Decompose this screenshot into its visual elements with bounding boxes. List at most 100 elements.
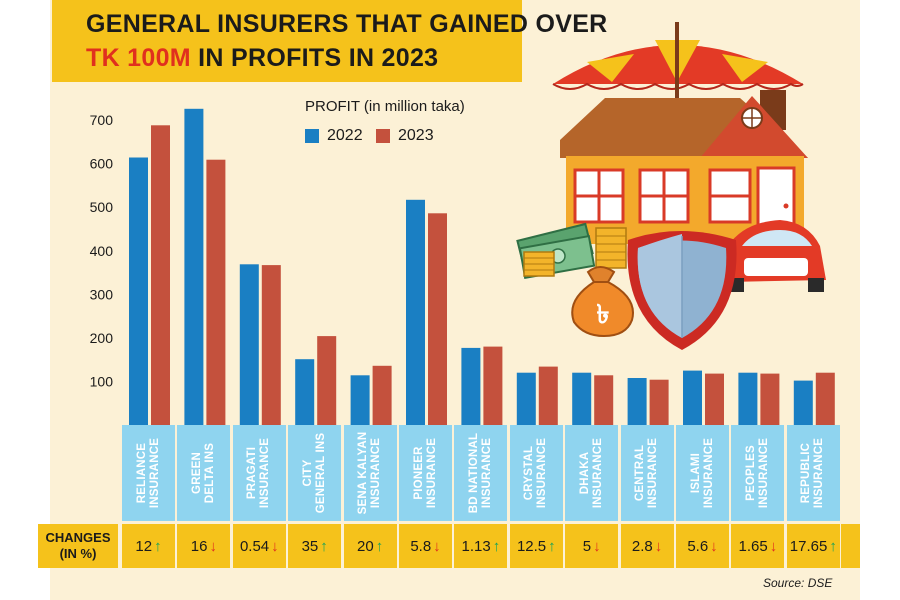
- category-cell: CENTRAL INSURANCE: [620, 425, 674, 521]
- category-label: RELIANCE INSURANCE: [136, 427, 162, 519]
- category-cell: ISLAMI INSURANCE: [676, 425, 729, 521]
- bar-2023-2: [261, 265, 281, 425]
- change-cell: 16 ↓: [177, 524, 231, 568]
- category-label-line: DHAKA: [578, 451, 591, 495]
- category-label-line: INSURANCE: [591, 437, 604, 509]
- insurance-illustration: ৳: [516, 22, 826, 350]
- category-label: CRYSTAL INSURANCE: [523, 427, 549, 519]
- bar-2022-3: [295, 359, 315, 425]
- change-cell: 5.6 ↓: [676, 524, 729, 568]
- bar-2023-12: [815, 372, 835, 425]
- category-label-line: INSURANCE: [259, 437, 272, 509]
- title-rest: IN PROFITS IN 2023: [190, 44, 439, 72]
- change-cell: 35 ↑: [288, 524, 342, 568]
- arrow-down-icon: ↓: [433, 537, 441, 555]
- legend-item-2023: 2023: [376, 127, 434, 145]
- arrow-down-icon: ↓: [209, 537, 217, 555]
- category-cell: PRAGATI INSURANCE: [232, 425, 286, 521]
- category-label: CENTRAL INSURANCE: [634, 427, 660, 519]
- category-label-line: INSURANCE: [370, 437, 383, 509]
- category-label-line: DELTA INS: [203, 442, 216, 504]
- category-cell: PIONEER INSURANCE: [399, 425, 452, 521]
- bar-2022-7: [516, 372, 536, 425]
- svg-text:৳: ৳: [597, 300, 610, 330]
- y-tick-label-300: 300: [90, 286, 114, 302]
- change-value: 5: [582, 537, 592, 555]
- bar-2023-5: [428, 213, 447, 425]
- category-cell: CRYSTAL INSURANCE: [509, 425, 563, 521]
- change-value: 5.6: [687, 537, 709, 555]
- change-value: 1.65: [738, 537, 768, 555]
- changes-label-line1: CHANGES: [45, 530, 111, 545]
- category-cell: PEOPLES INSURANCE: [731, 425, 785, 521]
- y-tick-label-500: 500: [90, 199, 114, 215]
- bar-2022-5: [406, 199, 425, 425]
- arrow-down-icon: ↓: [271, 537, 279, 555]
- bar-2023-0: [151, 125, 170, 426]
- change-value: 1.13: [461, 537, 491, 555]
- change-value: 2.8: [631, 537, 653, 555]
- changes-row-end: [841, 524, 860, 568]
- title-highlight: TK 100M: [86, 44, 191, 72]
- category-label: GREEN DELTA INS: [191, 427, 217, 519]
- coin-stack-icon: [523, 227, 627, 277]
- change-cell: 12.5 ↑: [509, 524, 563, 568]
- arrow-down-icon: ↓: [593, 537, 601, 555]
- category-cell: DHAKA INSURANCE: [565, 425, 619, 521]
- category-cell: CITY GENERAL INS: [288, 425, 342, 521]
- bar-2023-4: [372, 365, 392, 425]
- y-tick-label-600: 600: [90, 156, 114, 172]
- arrow-up-icon: ↑: [548, 537, 556, 555]
- bar-2023-6: [483, 346, 503, 425]
- category-label-line: INSURANCE: [480, 437, 493, 509]
- arrow-down-icon: ↓: [710, 537, 718, 555]
- category-label-line: CRYSTAL: [523, 445, 536, 501]
- shield-icon: [627, 231, 737, 350]
- bar-2022-8: [572, 372, 592, 425]
- arrow-up-icon: ↑: [375, 537, 384, 555]
- legend-label-2023: 2023: [398, 127, 434, 144]
- category-cell: GREEN DELTA INS: [177, 425, 231, 521]
- category-label-line: CENTRAL: [634, 444, 647, 502]
- category-label-line: INSURANCE: [425, 437, 438, 509]
- bar-2023-11: [760, 373, 780, 425]
- arrow-up-icon: ↑: [829, 537, 837, 555]
- change-cell: 17.65 ↑: [786, 524, 840, 568]
- change-cell: 12 ↑: [122, 524, 175, 568]
- bar-2023-9: [649, 379, 669, 425]
- source-note: Source: DSE: [763, 576, 833, 590]
- title-line-2: TK 100M IN PROFITS IN 2023: [86, 44, 438, 73]
- category-label-line: GENERAL INS: [314, 432, 327, 514]
- category-cell: REPUBLIC INSURANCE: [786, 425, 840, 521]
- category-label: DHAKA INSURANCE: [579, 427, 605, 519]
- arrow-up-icon: ↑: [154, 537, 162, 555]
- category-label: PRAGATI INSURANCE: [246, 427, 272, 519]
- y-tick-label-100: 100: [90, 373, 114, 389]
- category-label: PIONEER INSURANCE: [413, 427, 439, 519]
- y-tick-label-400: 400: [90, 243, 114, 259]
- bar-2022-4: [350, 375, 370, 425]
- changes-label: CHANGES (IN %): [38, 524, 118, 568]
- category-label-line: BD NATIONAL: [467, 432, 480, 514]
- arrow-down-icon: ↓: [654, 537, 663, 555]
- bar-2022-9: [627, 378, 647, 425]
- arrow-down-icon: ↓: [769, 537, 778, 555]
- legend-item-2022: 2022: [305, 127, 363, 145]
- bar-2023-3: [317, 336, 337, 425]
- change-value: 16: [190, 537, 208, 555]
- house-icon: [560, 90, 808, 246]
- y-tick-label-200: 200: [90, 330, 114, 346]
- category-label-line: PRAGATI: [246, 446, 259, 500]
- category-label-line: INSURANCE: [702, 437, 715, 509]
- category-label-line: ISLAMI: [689, 452, 702, 494]
- car-icon: [728, 220, 826, 292]
- arrow-up-icon: ↑: [492, 537, 501, 555]
- change-value: 5.8: [410, 537, 432, 555]
- change-cell: 0.54 ↓: [232, 524, 286, 568]
- category-label-line: PEOPLES: [744, 445, 757, 501]
- change-cell: 5 ↓: [565, 524, 619, 568]
- category-label-line: GREEN: [190, 452, 203, 494]
- category-label-line: INSURANCE: [813, 437, 826, 509]
- y-tick-label-700: 700: [90, 112, 114, 128]
